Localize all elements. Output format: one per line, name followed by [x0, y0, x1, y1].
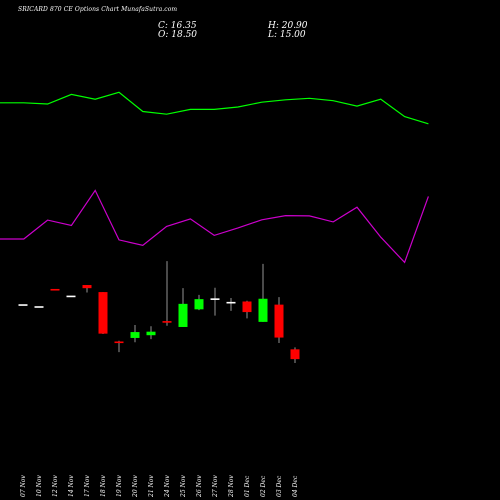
low-price: L: 15.00: [268, 30, 306, 40]
x-tick-label: 28 Nov: [228, 475, 235, 498]
candle-body: [18, 304, 28, 306]
candle-body: [194, 299, 204, 310]
candle-body: [242, 301, 252, 313]
x-tick-label: 12 Nov: [52, 475, 59, 497]
x-tick-label: 07 Nov: [20, 475, 27, 497]
x-tick-label: 04 Dec: [292, 475, 299, 497]
x-tick-label: 25 Nov: [180, 475, 187, 498]
candle-body: [226, 301, 236, 304]
green-line-series: [0, 91, 429, 125]
candle-body: [130, 332, 140, 338]
candle-body: [50, 288, 60, 291]
candle-body: [98, 292, 108, 334]
candle-body: [258, 298, 268, 322]
x-tick-label: 20 Nov: [132, 475, 139, 498]
x-tick-label: 10 Nov: [36, 475, 43, 497]
x-tick-label: 14 Nov: [68, 475, 75, 497]
candle-body: [82, 285, 92, 289]
x-tick-label: 24 Nov: [164, 475, 171, 498]
x-tick-label: 19 Nov: [116, 475, 123, 497]
x-tick-label: 02 Dec: [260, 475, 267, 497]
candle-body: [290, 349, 300, 360]
x-tick-label: 17 Nov: [84, 475, 91, 497]
open-price: O: 18.50: [158, 30, 198, 40]
candle-body: [114, 341, 124, 344]
candle-body: [162, 321, 172, 323]
x-tick-label: 18 Nov: [100, 475, 107, 497]
candle-body: [210, 298, 220, 300]
x-tick-label: 21 Nov: [148, 475, 155, 498]
magenta-line-series: [0, 189, 429, 264]
candle-body: [146, 331, 156, 336]
candle-body: [66, 295, 76, 298]
x-tick-label: 03 Dec: [276, 475, 283, 497]
x-tick-label: 01 Dec: [244, 475, 251, 497]
candle-body: [274, 304, 284, 338]
candle-body: [34, 306, 44, 308]
candle-body: [178, 303, 188, 327]
x-tick-label: 26 Nov: [196, 475, 203, 498]
x-tick-label: 27 Nov: [212, 475, 219, 498]
chart-title: SRICARD 870 CE Options Chart MunafaSutra…: [18, 6, 178, 13]
close-price: C: 16.35: [158, 21, 197, 31]
high-price: H: 20.90: [268, 21, 308, 31]
